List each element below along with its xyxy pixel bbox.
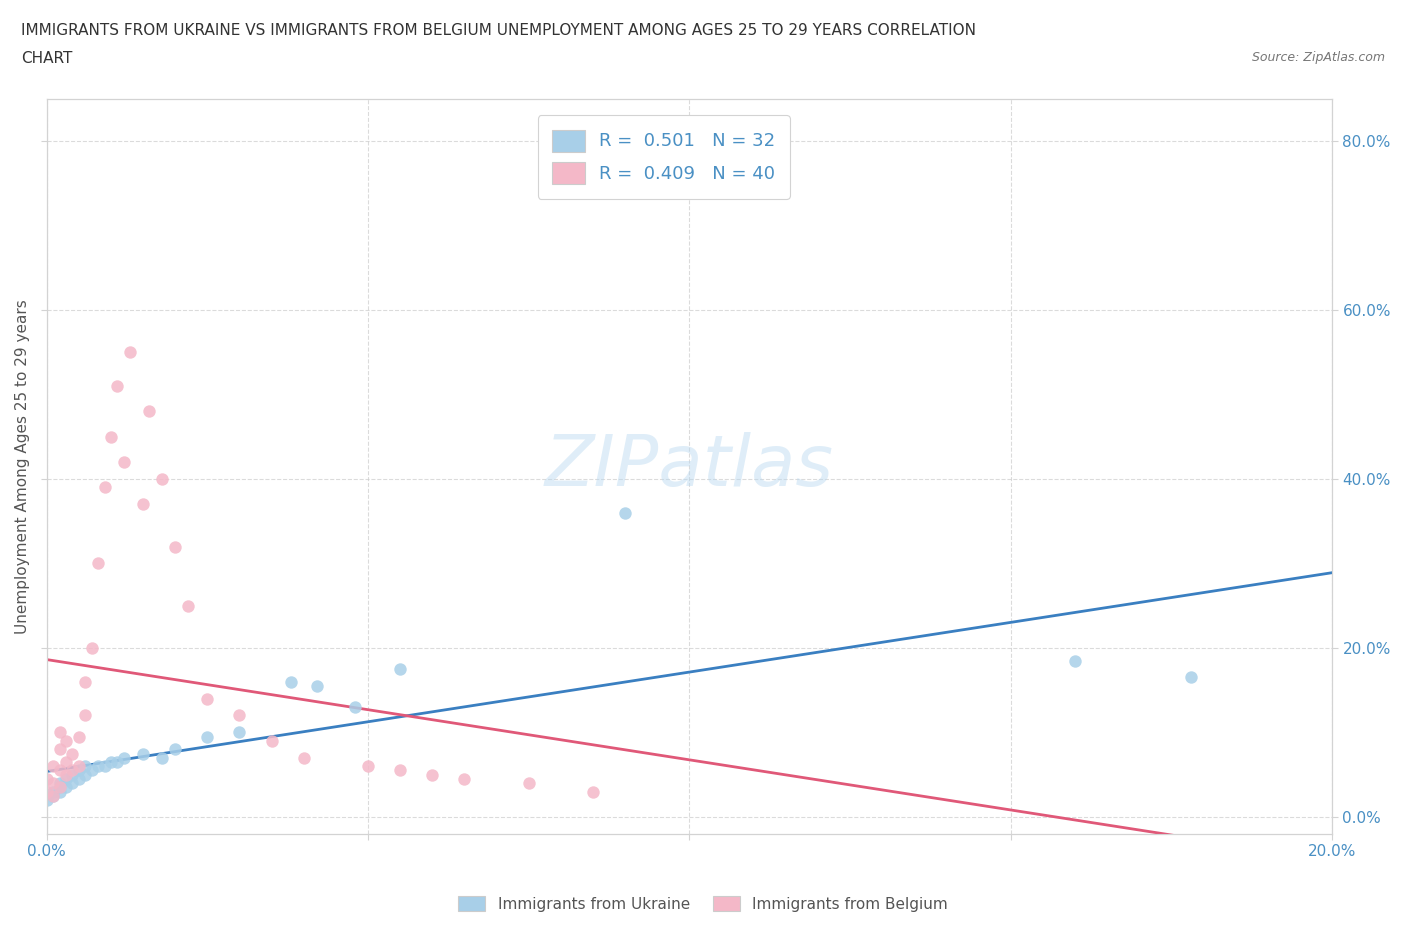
Point bbox=[280, 674, 302, 689]
Point bbox=[132, 746, 155, 761]
Point bbox=[48, 784, 70, 799]
Point bbox=[177, 598, 200, 613]
Point bbox=[35, 792, 58, 807]
Point bbox=[93, 759, 115, 774]
Text: IMMIGRANTS FROM UKRAINE VS IMMIGRANTS FROM BELGIUM UNEMPLOYMENT AMONG AGES 25 TO: IMMIGRANTS FROM UKRAINE VS IMMIGRANTS FR… bbox=[21, 23, 976, 38]
Point bbox=[60, 776, 83, 790]
Point bbox=[48, 776, 70, 790]
Point bbox=[75, 767, 97, 782]
Point bbox=[80, 641, 103, 656]
Point bbox=[112, 455, 135, 470]
Point bbox=[55, 771, 77, 786]
Point bbox=[75, 759, 97, 774]
Point bbox=[165, 539, 187, 554]
Point bbox=[48, 763, 70, 777]
Point bbox=[132, 497, 155, 512]
Point bbox=[305, 679, 328, 694]
Point bbox=[35, 784, 58, 799]
Y-axis label: Unemployment Among Ages 25 to 29 years: Unemployment Among Ages 25 to 29 years bbox=[15, 299, 30, 633]
Point bbox=[80, 763, 103, 777]
Point bbox=[60, 767, 83, 782]
Point bbox=[60, 746, 83, 761]
Point bbox=[195, 729, 218, 744]
Text: Source: ZipAtlas.com: Source: ZipAtlas.com bbox=[1251, 51, 1385, 64]
Point bbox=[48, 725, 70, 740]
Point bbox=[55, 754, 77, 769]
Point bbox=[87, 759, 110, 774]
Legend: R =  0.501   N = 32, R =  0.409   N = 40: R = 0.501 N = 32, R = 0.409 N = 40 bbox=[537, 115, 790, 199]
Point bbox=[105, 754, 128, 769]
Point bbox=[420, 767, 443, 782]
Point bbox=[35, 771, 58, 786]
Point bbox=[165, 742, 187, 757]
Text: CHART: CHART bbox=[21, 51, 73, 66]
Point bbox=[389, 763, 412, 777]
Point bbox=[55, 734, 77, 749]
Point bbox=[42, 789, 65, 804]
Point bbox=[453, 771, 475, 786]
Point bbox=[67, 763, 90, 777]
Point bbox=[60, 763, 83, 777]
Point bbox=[195, 691, 218, 706]
Point bbox=[42, 776, 65, 790]
Point bbox=[75, 708, 97, 723]
Point bbox=[150, 751, 173, 765]
Point bbox=[42, 784, 65, 799]
Point bbox=[67, 771, 90, 786]
Text: ZIPatlas: ZIPatlas bbox=[546, 432, 834, 500]
Point bbox=[120, 345, 142, 360]
Point bbox=[517, 776, 540, 790]
Point bbox=[48, 780, 70, 795]
Point bbox=[614, 505, 637, 520]
Point bbox=[48, 780, 70, 795]
Point bbox=[67, 759, 90, 774]
Point bbox=[55, 767, 77, 782]
Point bbox=[344, 699, 367, 714]
Point bbox=[42, 789, 65, 804]
Point bbox=[100, 754, 122, 769]
Point bbox=[228, 708, 250, 723]
Point bbox=[93, 480, 115, 495]
Legend: Immigrants from Ukraine, Immigrants from Belgium: Immigrants from Ukraine, Immigrants from… bbox=[451, 889, 955, 918]
Point bbox=[260, 734, 283, 749]
Point bbox=[75, 674, 97, 689]
Point bbox=[1064, 653, 1087, 668]
Point bbox=[138, 404, 160, 418]
Point bbox=[112, 751, 135, 765]
Point bbox=[67, 729, 90, 744]
Point bbox=[357, 759, 380, 774]
Point bbox=[292, 751, 315, 765]
Point bbox=[55, 780, 77, 795]
Point bbox=[582, 784, 605, 799]
Point bbox=[105, 379, 128, 393]
Point bbox=[228, 725, 250, 740]
Point bbox=[389, 661, 412, 676]
Point bbox=[100, 430, 122, 445]
Point bbox=[42, 759, 65, 774]
Point bbox=[87, 556, 110, 571]
Point bbox=[48, 742, 70, 757]
Point bbox=[150, 472, 173, 486]
Point bbox=[1180, 670, 1202, 684]
